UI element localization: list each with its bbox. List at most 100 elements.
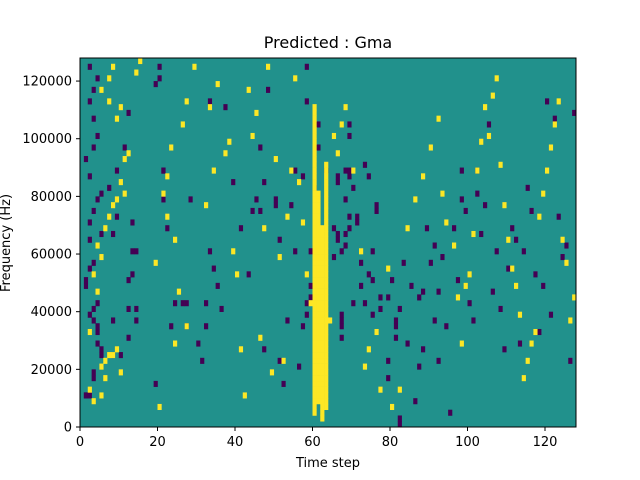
heatmap-cell bbox=[316, 294, 321, 301]
heatmap-cell bbox=[521, 375, 526, 382]
heatmap-cell bbox=[130, 219, 135, 226]
heatmap-cell bbox=[320, 225, 325, 232]
heatmap-cell bbox=[107, 213, 112, 220]
heatmap-cell bbox=[95, 340, 100, 347]
heatmap-cell bbox=[293, 167, 298, 174]
heatmap-cell bbox=[362, 161, 368, 168]
heatmap-cell bbox=[568, 317, 573, 324]
heatmap-cell bbox=[378, 294, 383, 301]
heatmap-cell bbox=[320, 334, 325, 341]
heatmap-cell bbox=[316, 357, 321, 364]
y-tick-label: 0 bbox=[64, 421, 72, 436]
heatmap-cell bbox=[320, 311, 325, 318]
heatmap-cell bbox=[316, 230, 321, 238]
heatmap-cell bbox=[324, 352, 329, 359]
heatmap-cell bbox=[308, 282, 313, 289]
heatmap-cell bbox=[312, 242, 317, 249]
heatmap-cell bbox=[452, 225, 457, 232]
heatmap-cell bbox=[324, 369, 329, 376]
heatmap-cell bbox=[386, 294, 391, 301]
heatmap-cell bbox=[258, 207, 263, 214]
heatmap-cell bbox=[126, 277, 131, 284]
heatmap-cell bbox=[324, 392, 329, 399]
heatmap-cell bbox=[421, 288, 426, 295]
heatmap-cell bbox=[87, 265, 92, 272]
heatmap-cell bbox=[324, 190, 329, 197]
heatmap-cell bbox=[316, 334, 321, 341]
heatmap-cell bbox=[103, 357, 108, 364]
heatmap-cell bbox=[91, 398, 96, 405]
heatmap-cell bbox=[324, 248, 329, 255]
heatmap-cell bbox=[362, 300, 368, 307]
heatmap-cell bbox=[114, 115, 120, 122]
heatmap-cell bbox=[312, 305, 317, 312]
heatmap-cell bbox=[405, 340, 410, 347]
heatmap-cell bbox=[316, 317, 321, 324]
heatmap-cell bbox=[312, 392, 317, 399]
heatmap-cell bbox=[204, 202, 209, 209]
heatmap-cell bbox=[207, 98, 213, 105]
heatmap-cell bbox=[161, 190, 166, 197]
heatmap-cell bbox=[107, 352, 112, 359]
heatmap-cell bbox=[316, 259, 321, 266]
heatmap-cell bbox=[258, 334, 263, 341]
heatmap-cell bbox=[111, 352, 116, 359]
heatmap-cell bbox=[525, 357, 530, 364]
heatmap-cell bbox=[173, 300, 178, 307]
heatmap-cell bbox=[157, 63, 162, 70]
heatmap-cell bbox=[390, 403, 395, 411]
heatmap-cell bbox=[324, 236, 329, 243]
heatmap-cell bbox=[335, 173, 340, 180]
heatmap-cell bbox=[111, 230, 116, 238]
heatmap-cell bbox=[324, 363, 329, 370]
heatmap-cell bbox=[463, 207, 468, 214]
heatmap-cell bbox=[312, 213, 317, 220]
heatmap-cell bbox=[293, 75, 298, 82]
heatmap-cell bbox=[235, 271, 240, 278]
heatmap-cell bbox=[316, 392, 321, 399]
heatmap-cell bbox=[107, 75, 112, 82]
heatmap-cell bbox=[370, 311, 375, 318]
heatmap-cell bbox=[533, 271, 538, 278]
heatmap-cell bbox=[83, 392, 89, 399]
heatmap-cell bbox=[157, 403, 162, 411]
heatmap-cell bbox=[324, 219, 329, 226]
heatmap-cell bbox=[521, 248, 526, 255]
heatmap-cell bbox=[339, 121, 344, 128]
heatmap-cell bbox=[320, 392, 325, 399]
heatmap-cell bbox=[312, 202, 317, 209]
heatmap-cell bbox=[324, 259, 329, 266]
heatmap-cell bbox=[552, 121, 557, 128]
heatmap-cell bbox=[514, 236, 519, 243]
heatmap-cell bbox=[459, 167, 464, 174]
heatmap-cell bbox=[122, 190, 127, 197]
heatmap-cell bbox=[490, 288, 495, 295]
heatmap-cell bbox=[273, 196, 278, 203]
heatmap-cell bbox=[103, 375, 108, 382]
heatmap-cell bbox=[378, 305, 383, 312]
heatmap-cell bbox=[297, 363, 302, 370]
heatmap-cell bbox=[281, 357, 286, 364]
heatmap-cell bbox=[324, 277, 329, 284]
heatmap-cell bbox=[339, 248, 344, 255]
heatmap-cell bbox=[312, 254, 317, 261]
heatmap-cell bbox=[254, 109, 259, 116]
heatmap-cell bbox=[502, 346, 507, 353]
heatmap-cell bbox=[227, 138, 232, 145]
heatmap-cell bbox=[413, 196, 418, 203]
heatmap-cell bbox=[324, 334, 329, 341]
heatmap-cell bbox=[246, 271, 251, 278]
heatmap-cell bbox=[552, 115, 557, 122]
heatmap-cell bbox=[347, 132, 352, 140]
y-axis-label: Frequency (Hz) bbox=[0, 194, 14, 292]
heatmap-cell bbox=[312, 156, 317, 163]
heatmap-cell bbox=[312, 167, 317, 174]
heatmap-cell bbox=[545, 167, 550, 174]
heatmap-cell bbox=[436, 288, 441, 295]
heatmap-cell bbox=[316, 369, 321, 376]
heatmap-cell bbox=[312, 161, 317, 168]
heatmap-cell bbox=[114, 196, 120, 203]
heatmap-cell bbox=[161, 196, 166, 203]
heatmap-cell bbox=[324, 242, 329, 249]
heatmap-cell bbox=[533, 328, 538, 336]
